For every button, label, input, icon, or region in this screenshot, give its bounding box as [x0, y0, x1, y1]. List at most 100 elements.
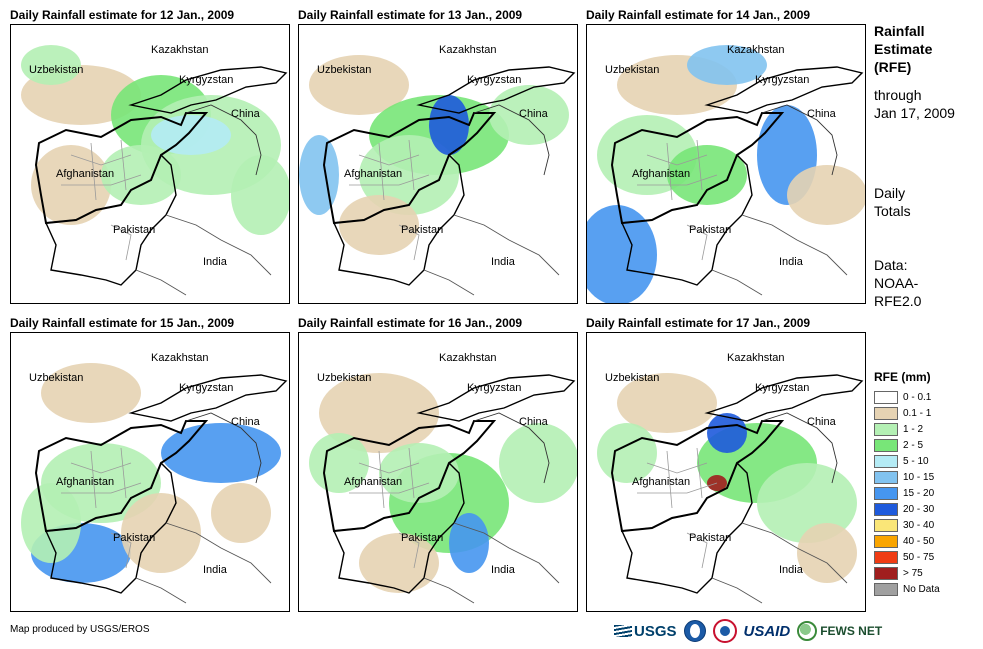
label-china: China	[231, 416, 261, 428]
legend-item: 0.1 - 1	[874, 405, 940, 421]
label-china: China	[807, 416, 837, 428]
legend-item: 15 - 20	[874, 485, 940, 501]
legend-title: RFE (mm)	[874, 370, 931, 384]
kyrgyzstan-border	[416, 374, 576, 422]
legend-swatch	[874, 534, 898, 548]
map-panel-title: Daily Rainfall estimate for 13 Jan., 200…	[298, 8, 523, 22]
label-kazakhstan: Kazakhstan	[727, 352, 784, 364]
legend-swatch	[874, 486, 898, 500]
map-panel-5: Daily Rainfall estimate for 16 Jan., 200…	[298, 316, 578, 616]
legend-swatch	[874, 566, 898, 580]
label-pakistan: Pakistan	[401, 532, 443, 544]
legend-swatch	[874, 470, 898, 484]
label-pakistan: Pakistan	[689, 224, 731, 236]
legend-label: 15 - 20	[903, 487, 935, 499]
label-pakistan: Pakistan	[113, 224, 155, 236]
rainfall-area	[359, 533, 439, 593]
label-india: India	[203, 564, 228, 576]
label-kyrgyzstan: Kyrgyzstan	[179, 74, 233, 86]
label-india: India	[779, 256, 804, 268]
usaid-logo: USAID	[743, 622, 791, 640]
label-uzbekistan: Uzbekistan	[29, 64, 83, 76]
globe-icon	[797, 621, 818, 641]
province-boundaries	[637, 139, 718, 261]
kyrgyzstan-border	[128, 374, 288, 422]
rfe-legend: RFE (mm) 0 - 0.1 0.1 - 1 1 - 2 2 - 5 5 - 10 1…	[874, 370, 940, 597]
label-afghanistan: Afghanistan	[632, 168, 690, 180]
legend-label: 40 - 50	[903, 535, 935, 547]
legend-swatch	[874, 406, 898, 420]
label-kyrgyzstan: Kyrgyzstan	[467, 74, 521, 86]
product-title: Rainfall Estimate (RFE)	[874, 23, 933, 75]
legend-item: 2 - 5	[874, 437, 940, 453]
map-panel-title: Daily Rainfall estimate for 12 Jan., 200…	[10, 8, 235, 22]
label-uzbekistan: Uzbekistan	[317, 372, 371, 384]
map-panel-title: Daily Rainfall estimate for 14 Jan., 200…	[586, 8, 811, 22]
label-pakistan: Pakistan	[113, 532, 155, 544]
province-boundaries	[637, 447, 718, 569]
label-uzbekistan: Uzbekistan	[29, 372, 83, 384]
map-panel-4: Daily Rainfall estimate for 15 Jan., 200…	[10, 316, 290, 616]
india-border	[711, 522, 848, 604]
label-china: China	[519, 416, 549, 428]
label-uzbekistan: Uzbekistan	[605, 372, 659, 384]
legend-swatch	[874, 550, 898, 564]
label-uzbekistan: Uzbekistan	[605, 64, 659, 76]
rainfall-map: Kazakhstan Uzbekistan Kyrgyzstan China Afgha…	[586, 24, 866, 304]
legend-item: 0 - 0.1	[874, 389, 940, 405]
logo-strip: USGS USAID FEWS NET	[614, 617, 882, 645]
label-kazakhstan: Kazakhstan	[151, 352, 208, 364]
label-kazakhstan: Kazakhstan	[439, 352, 496, 364]
rainfall-map: Kazakhstan Uzbekistan Kyrgyzstan China Afgha…	[298, 24, 578, 304]
rainfall-area	[211, 483, 271, 543]
rainfall-area	[617, 373, 717, 433]
label-kazakhstan: Kazakhstan	[727, 44, 784, 56]
kyrgyzstan-border	[704, 66, 864, 114]
rainfall-area	[21, 483, 81, 563]
rainfall-area	[339, 195, 419, 255]
map-panel-title: Daily Rainfall estimate for 16 Jan., 200…	[298, 316, 523, 330]
legend-label: 0.1 - 1	[903, 407, 932, 419]
legend-label: 10 - 15	[903, 471, 935, 483]
rainfall-area	[797, 523, 857, 583]
map-panel-title: Daily Rainfall estimate for 17 Jan., 200…	[586, 316, 811, 330]
legend-swatch	[874, 454, 898, 468]
china-border	[185, 412, 262, 484]
rainfall-area	[309, 55, 409, 115]
legend-swatch	[874, 502, 898, 516]
rainfall-area	[489, 85, 569, 145]
province-boundaries	[349, 447, 430, 569]
label-kazakhstan: Kazakhstan	[151, 44, 208, 56]
legend-swatch	[874, 422, 898, 436]
kyrgyzstan-border	[128, 66, 288, 114]
label-afghanistan: Afghanistan	[344, 168, 402, 180]
rainfall-area	[499, 423, 577, 503]
map-panel-title: Daily Rainfall estimate for 15 Jan., 200…	[10, 316, 235, 330]
rainfall-area	[299, 135, 339, 215]
map-panel-1: Daily Rainfall estimate for 12 Jan., 200…	[10, 8, 290, 308]
label-china: China	[231, 108, 261, 120]
rainfall-area	[379, 443, 459, 503]
usgs-wave-icon	[614, 625, 632, 637]
india-border	[423, 214, 560, 296]
label-china: China	[807, 108, 837, 120]
legend-item: 10 - 15	[874, 469, 940, 485]
map-panel-6: Daily Rainfall estimate for 17 Jan., 200…	[586, 316, 866, 616]
label-afghanistan: Afghanistan	[56, 476, 114, 488]
rainfall-area	[359, 135, 459, 215]
label-india: India	[203, 256, 228, 268]
legend-item: 30 - 40	[874, 517, 940, 533]
legend-label: > 75	[903, 567, 923, 579]
label-kyrgyzstan: Kyrgyzstan	[755, 74, 809, 86]
china-border	[473, 412, 550, 484]
rainfall-area	[429, 95, 469, 155]
map-panel-3: Daily Rainfall estimate for 14 Jan., 200…	[586, 8, 866, 308]
data-source-note: Data: NOAA- RFE2.0	[874, 257, 922, 309]
rainfall-map: Kazakhstan Uzbekistan Kyrgyzstan China Afgha…	[586, 332, 866, 612]
legend-label: 30 - 40	[903, 519, 935, 531]
legend-swatch	[874, 582, 898, 596]
label-india: India	[491, 564, 516, 576]
rainfall-map: Kazakhstan Uzbekistan Kyrgyzstan China Afgha…	[10, 24, 290, 304]
rainfall-area	[449, 513, 489, 573]
label-pakistan: Pakistan	[401, 224, 443, 236]
